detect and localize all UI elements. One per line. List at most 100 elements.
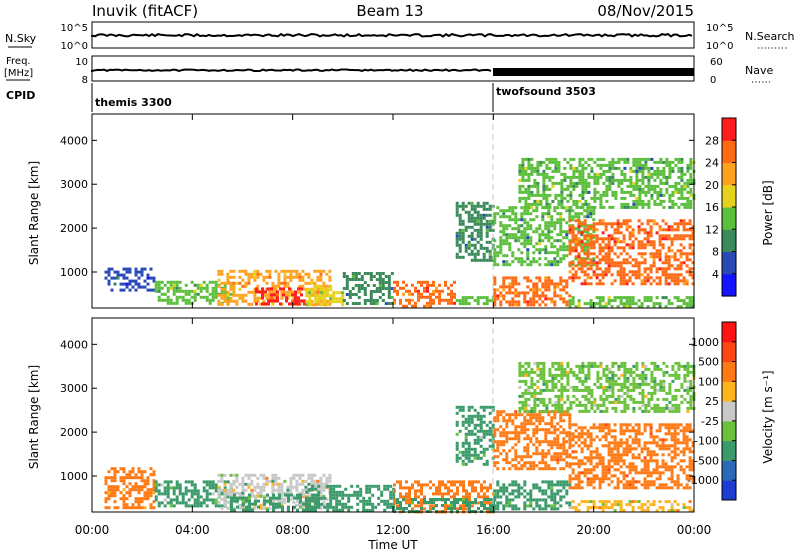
- power-cell: [526, 227, 530, 231]
- power-cell: [562, 288, 566, 292]
- power-cell: [593, 181, 597, 185]
- velocity-cell: [521, 364, 525, 368]
- velocity-cell: [432, 504, 435, 508]
- velocity-cell: [474, 501, 477, 504]
- power-cell: [521, 175, 525, 179]
- velocity-cell: [611, 376, 615, 380]
- velocity-cell: [611, 382, 615, 386]
- power-cell: [556, 282, 560, 286]
- velocity-cell: [551, 403, 555, 407]
- velocity-cell: [314, 508, 317, 512]
- power-cell: [276, 290, 279, 294]
- power-cell: [426, 295, 429, 299]
- power-cell: [104, 276, 108, 280]
- power-cell: [381, 278, 385, 281]
- velocity-cell: [496, 461, 500, 465]
- velocity-cell: [325, 497, 329, 501]
- power-cell: [535, 230, 539, 234]
- power-cell: [544, 285, 548, 289]
- power-cell: [256, 272, 260, 276]
- power-cell: [289, 290, 293, 294]
- power-cell: [691, 225, 695, 229]
- velocity-cell: [256, 485, 260, 489]
- power-cell: [554, 166, 558, 170]
- velocity-cell: [229, 491, 233, 495]
- velocity-cell: [311, 484, 315, 488]
- power-cell: [565, 285, 569, 289]
- velocity-cell: [547, 443, 551, 447]
- velocity-cell: [521, 394, 525, 398]
- velocity-cell: [605, 397, 609, 401]
- velocity-cell: [417, 480, 420, 484]
- velocity-cell: [614, 361, 618, 365]
- velocity-cell: [461, 408, 465, 412]
- power-cell: [369, 290, 373, 293]
- power-cell: [450, 283, 453, 287]
- velocity-cell: [119, 467, 123, 471]
- power-cell: [632, 181, 636, 185]
- power-cell: [583, 245, 587, 249]
- velocity-cell: [518, 406, 522, 410]
- power-cell: [505, 242, 509, 246]
- velocity-cell: [577, 483, 581, 487]
- power-cell: [476, 234, 480, 238]
- velocity-cell: [605, 364, 609, 368]
- velocity-cell: [656, 406, 660, 410]
- velocity-cell: [550, 425, 554, 429]
- velocity-cell: [578, 367, 582, 371]
- velocity-cell: [496, 504, 500, 508]
- power-cell: [536, 166, 540, 170]
- velocity-cell: [544, 431, 548, 435]
- power-cell: [485, 228, 489, 232]
- velocity-cell: [461, 414, 465, 418]
- velocity-cell: [319, 491, 323, 495]
- power-cell: [580, 242, 584, 246]
- velocity-cell: [587, 367, 591, 371]
- power-cell: [301, 278, 305, 282]
- power-cell: [538, 276, 542, 280]
- velocity-cell: [499, 501, 503, 505]
- power-cell: [632, 160, 636, 164]
- velocity-cell: [656, 364, 660, 368]
- power-cell: [363, 287, 367, 290]
- power-cell: [493, 297, 497, 301]
- velocity-cell: [453, 492, 456, 496]
- velocity-cell: [559, 483, 563, 487]
- velocity-cell: [423, 498, 426, 501]
- velocity-cell: [680, 364, 684, 368]
- power-cell: [354, 275, 358, 278]
- velocity-cell: [553, 467, 557, 471]
- velocity-cell: [572, 394, 576, 398]
- power-cell: [560, 199, 564, 203]
- velocity-cell: [485, 423, 489, 427]
- power-cell: [485, 225, 489, 229]
- power-cell: [643, 261, 647, 265]
- power-cell: [193, 292, 197, 296]
- power-cell: [634, 276, 638, 280]
- power-cell: [508, 218, 512, 222]
- velocity-cell: [523, 504, 527, 508]
- velocity-cell: [485, 462, 489, 466]
- velocity-cell: [550, 467, 554, 471]
- power-cell: [659, 160, 663, 164]
- power-cell: [560, 172, 564, 176]
- power-cell: [655, 222, 659, 226]
- velocity-cell: [556, 501, 560, 505]
- velocity-cell: [533, 361, 537, 365]
- velocity-cell: [482, 429, 486, 433]
- power-cell: [574, 240, 578, 244]
- power-cell: [408, 289, 411, 293]
- cpid-segment-2: twofsound 3503: [496, 85, 596, 98]
- power-cell: [476, 228, 480, 232]
- velocity-cell: [557, 388, 561, 392]
- power-cell: [119, 288, 123, 292]
- power-colorbar-label: Power [dB]: [761, 180, 775, 245]
- power-cell: [640, 302, 644, 306]
- velocity-cell: [559, 446, 563, 450]
- velocity-cell: [329, 490, 333, 494]
- power-cell: [241, 284, 245, 288]
- velocity-cell: [356, 490, 360, 494]
- power-cell: [580, 261, 584, 265]
- velocity-cell: [553, 498, 557, 502]
- power-cell: [583, 234, 587, 238]
